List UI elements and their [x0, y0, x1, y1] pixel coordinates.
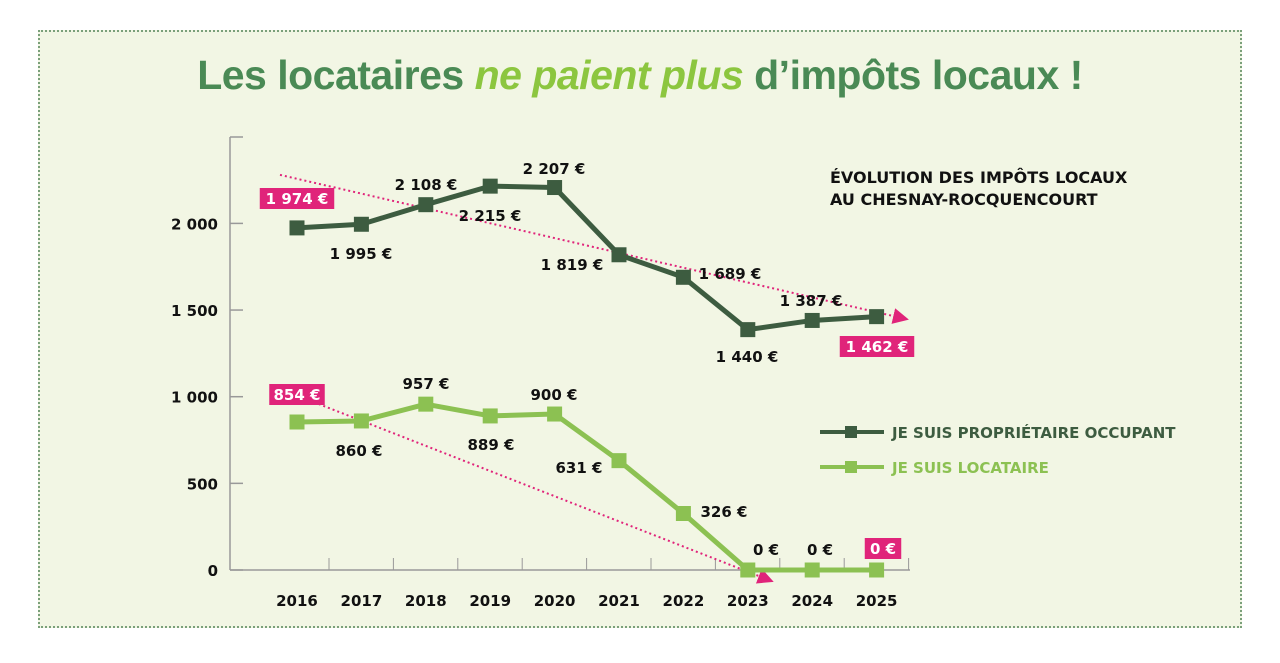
x-tick-label: 2025 — [856, 592, 898, 610]
x-tick-label: 2018 — [405, 592, 447, 610]
highlight-label-box — [864, 538, 902, 559]
data-label: 860 € — [336, 442, 383, 460]
x-tick-label: 2016 — [276, 592, 318, 610]
title-emphasis: ne paient plus — [474, 52, 744, 98]
data-label: 631 € — [556, 459, 603, 477]
y-tick-label: 0 — [208, 562, 218, 580]
x-tick-label: 2019 — [469, 592, 511, 610]
data-point — [353, 413, 369, 429]
data-label: 0 € — [753, 541, 779, 559]
data-label: 1 689 € — [699, 265, 762, 283]
data-point — [675, 269, 691, 285]
data-point — [804, 562, 820, 578]
data-label: 1 440 € — [716, 348, 779, 366]
data-label: 2 215 € — [459, 207, 522, 225]
legend-marker — [845, 461, 857, 473]
trend-line — [299, 395, 774, 584]
x-tick-label: 2024 — [791, 592, 833, 610]
title-part2: d’impôts locaux ! — [743, 52, 1083, 98]
data-point — [418, 396, 434, 412]
x-tick-label: 2017 — [341, 592, 383, 610]
series-line-0 — [296, 183, 877, 333]
data-label: 0 € — [807, 541, 833, 559]
chart-frame — [38, 30, 1242, 628]
highlight-label-box — [259, 188, 335, 209]
chart-subtitle-line2: AU CHESNAY-ROCQUENCOURT — [830, 190, 1098, 209]
x-tick-label: 2023 — [727, 592, 769, 610]
data-point — [289, 220, 305, 236]
y-tick-label: 500 — [187, 475, 218, 493]
data-point — [482, 408, 498, 424]
series-line-1 — [296, 401, 877, 573]
data-point — [740, 322, 756, 338]
title-part1: Les locataires — [197, 52, 475, 98]
x-tick-label: 2020 — [534, 592, 576, 610]
data-point — [611, 247, 627, 263]
data-label: 1 819 € — [541, 256, 604, 274]
data-label: 900 € — [531, 386, 578, 404]
y-tick-label: 2 000 — [171, 215, 218, 233]
y-tick-label: 1 500 — [171, 302, 218, 320]
data-label: 1 387 € — [780, 292, 843, 310]
y-tick-label: 1 000 — [171, 389, 218, 407]
highlight-data-label: 1 462 € — [846, 338, 909, 356]
data-point — [353, 216, 369, 232]
data-point — [611, 453, 627, 469]
legend-marker — [845, 426, 857, 438]
highlight-data-label: 0 € — [870, 540, 896, 558]
data-point — [675, 506, 691, 522]
legend-label: JE SUIS LOCATAIRE — [891, 459, 1049, 477]
data-point — [547, 180, 563, 196]
data-point — [804, 312, 820, 328]
data-label: 2 207 € — [523, 160, 586, 178]
page-title: Les locataires ne paient plus d’impôts l… — [0, 52, 1280, 99]
data-point — [418, 197, 434, 213]
data-label: 889 € — [468, 436, 515, 454]
chart-subtitle-line1: ÉVOLUTION DES IMPÔTS LOCAUX — [830, 168, 1128, 187]
data-point — [740, 562, 756, 578]
data-point — [547, 406, 563, 422]
highlight-data-label: 1 974 € — [266, 190, 329, 208]
data-label: 957 € — [403, 375, 450, 393]
data-point — [869, 309, 885, 325]
x-tick-label: 2021 — [598, 592, 640, 610]
trend-line — [279, 173, 909, 324]
data-point — [289, 414, 305, 430]
data-point — [869, 562, 885, 578]
highlight-label-box — [269, 384, 325, 405]
data-point — [482, 178, 498, 194]
data-label: 2 108 € — [395, 176, 458, 194]
highlight-data-label: 854 € — [274, 386, 321, 404]
data-label: 326 € — [701, 503, 748, 521]
x-tick-label: 2022 — [663, 592, 705, 610]
legend-label: JE SUIS PROPRIÉTAIRE OCCUPANT — [891, 423, 1176, 442]
highlight-label-box — [839, 336, 915, 357]
data-label: 1 995 € — [330, 245, 393, 263]
